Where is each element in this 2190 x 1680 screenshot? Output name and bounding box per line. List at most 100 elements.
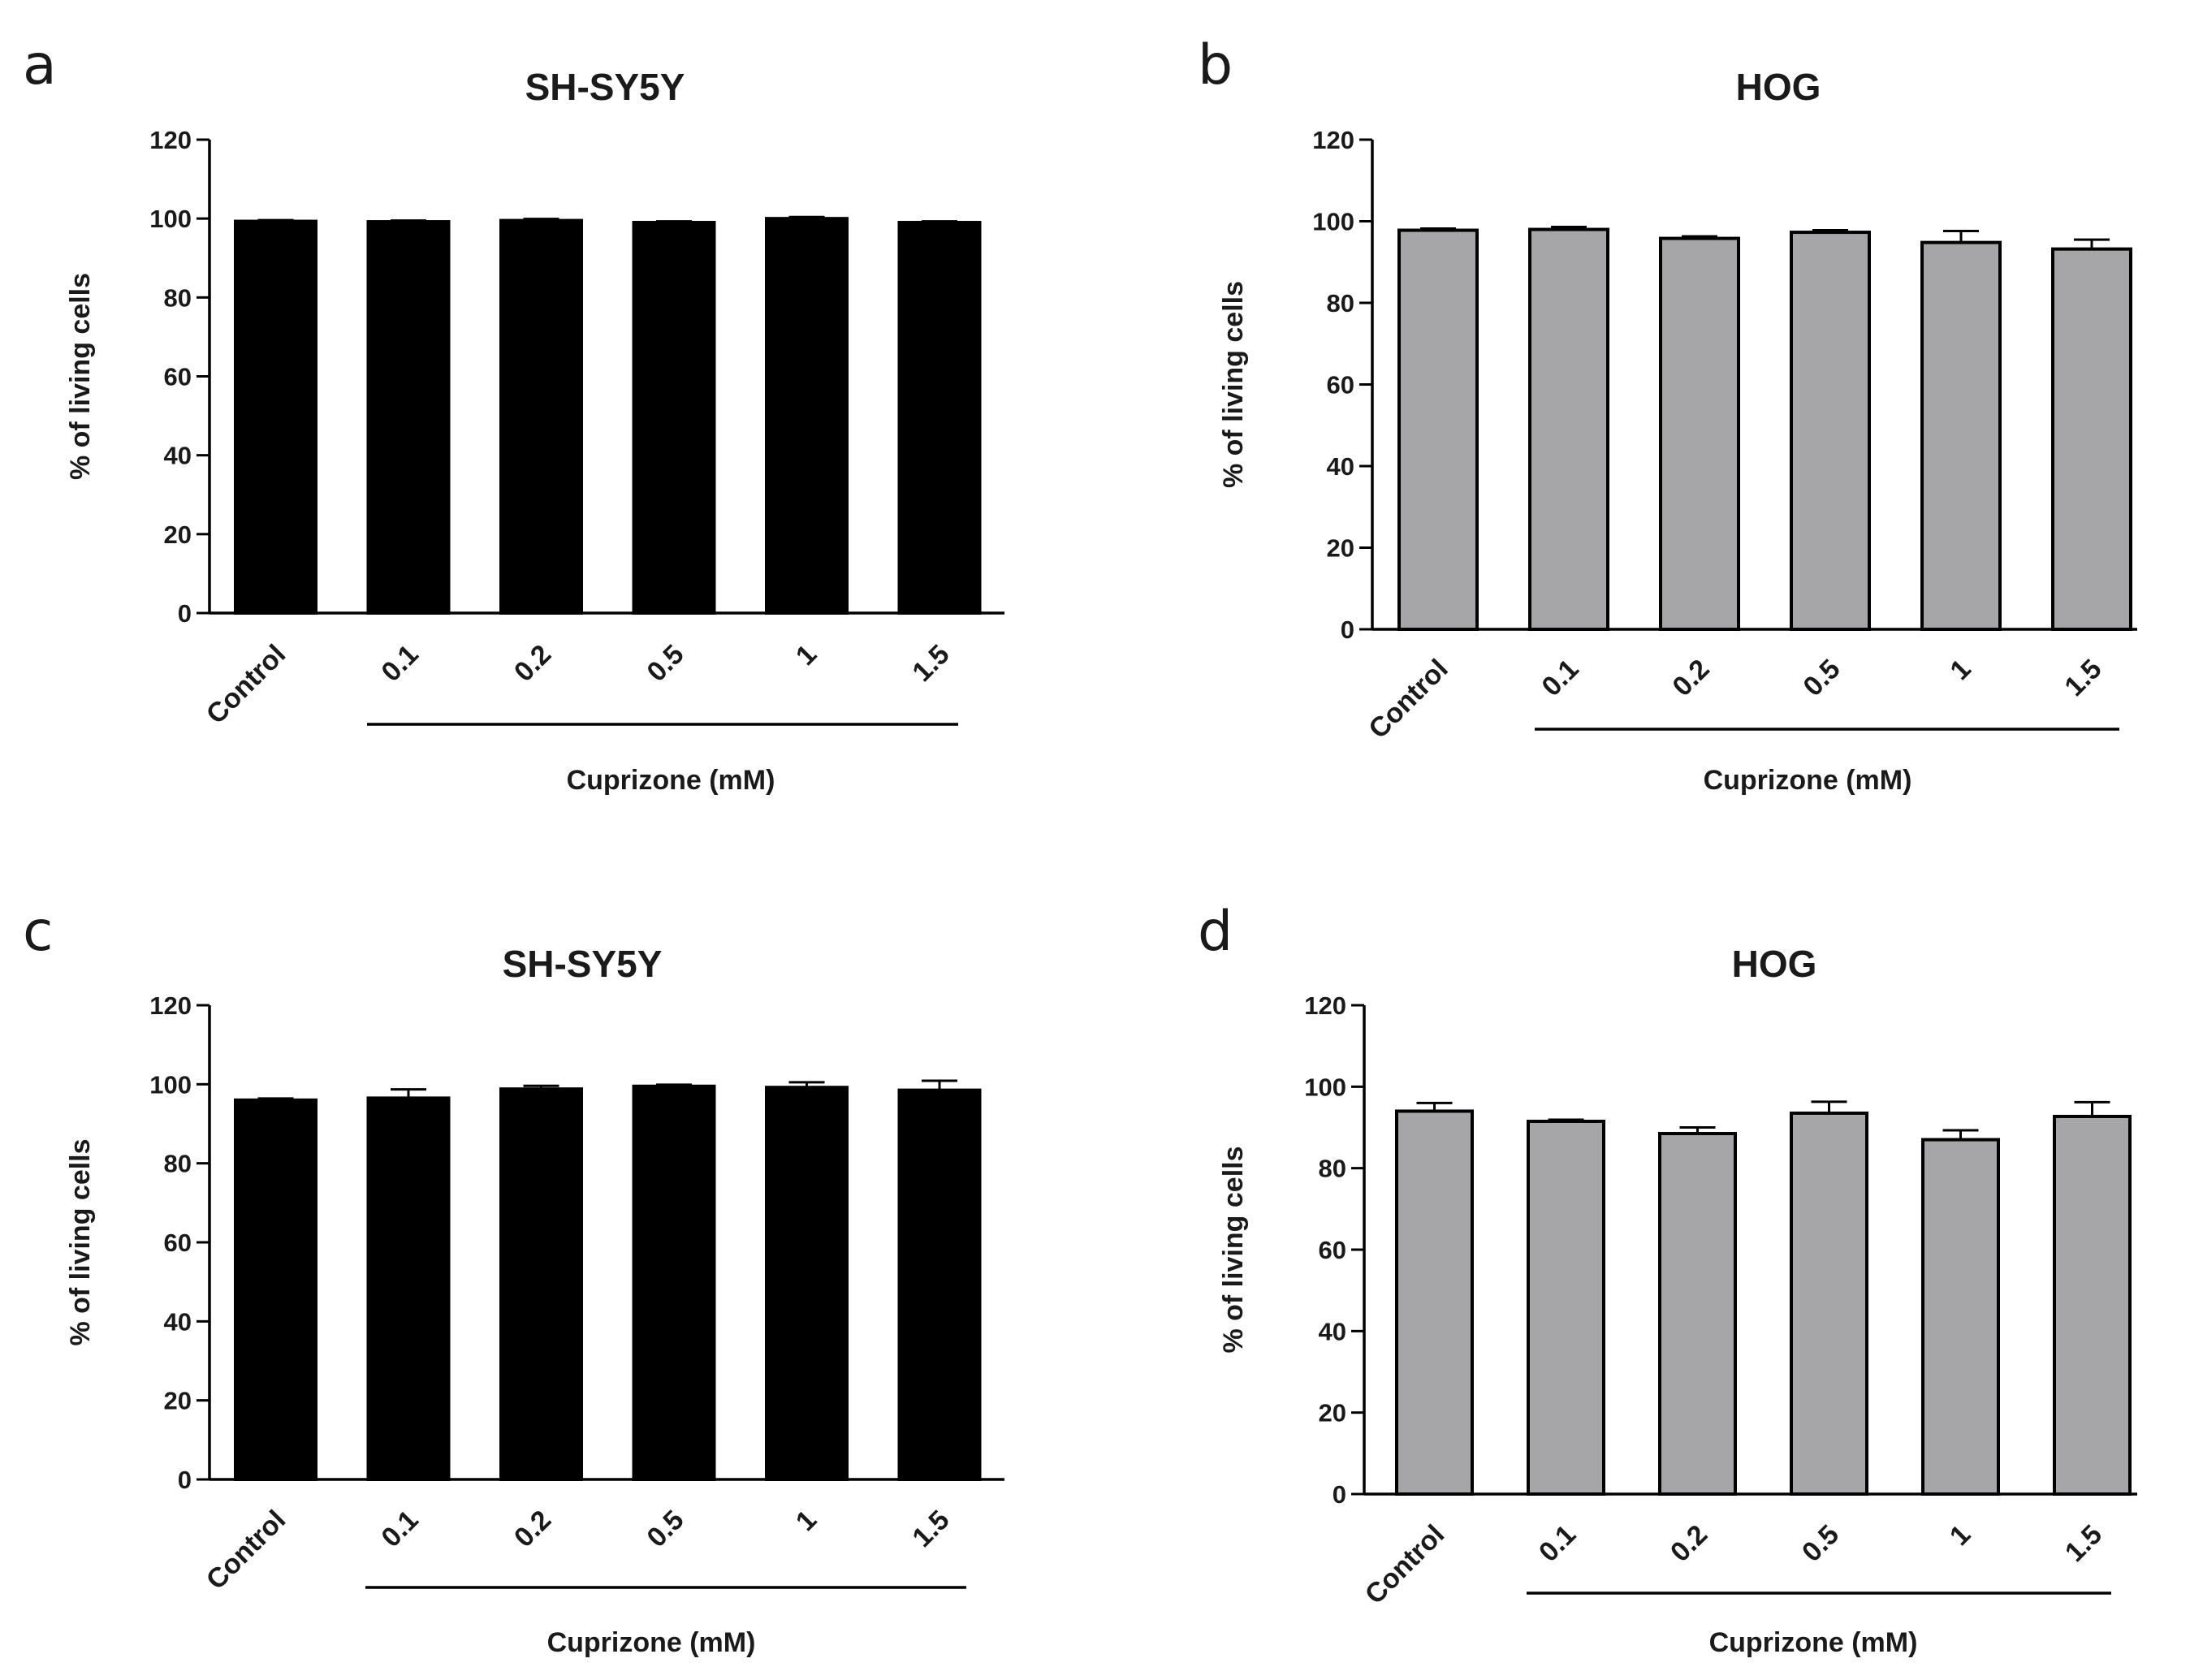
x-tick-label: Control [201,639,292,730]
y-tick-label: 80 [164,1150,192,1178]
y-axis-title: % of living cells [1218,281,1249,488]
error-bar-0.5 [1812,229,1848,233]
x-tick-label: Control [201,1505,292,1596]
chart-title: SH-SY5Y [525,66,685,108]
y-tick-label: 20 [164,1387,192,1415]
bar-1 [765,1086,849,1482]
y-tick-label: 40 [164,1307,192,1336]
x-tick-label: 1.5 [906,639,955,688]
chart-title: HOG [1736,66,1821,108]
error-bar-0.2 [1679,1126,1716,1134]
x-tick-label: 0.1 [1533,1519,1582,1568]
x-tick-label: 0.2 [1665,1519,1713,1568]
y-tick-label: 100 [149,205,192,233]
bar-1.5 [897,1088,982,1481]
x-tick-label: 1 [790,1505,823,1537]
bar-0.5 [1790,1111,1868,1496]
error-bar-1.5 [2074,238,2110,249]
bar-0.2 [499,218,583,615]
x-axis-title: Cuprizone (mM) [547,1627,756,1658]
bar-1 [1920,240,2002,631]
y-tick-label: 80 [164,283,192,312]
y-axis-title: % of living cells [1218,1146,1249,1353]
chart-panel-d: d HOG Control 0.1 0.2 0.5 1 1.5 0 20 40 60 80 100 120%… [1198,900,2137,1658]
bar-Control [1395,1109,1474,1496]
y-tick-label: 40 [1319,1317,1346,1345]
x-tick-label: 0.1 [375,1505,424,1553]
y-tick-label: 60 [1319,1236,1346,1264]
error-bar-0.1 [1551,226,1587,230]
panel-letter: c [23,900,53,964]
bar-0.5 [632,1084,716,1482]
y-axis-title: % of living cells [65,273,96,480]
y-tick-label: 20 [1319,1399,1346,1427]
bar-0.1 [1527,1119,1605,1496]
error-bar-0.2 [1682,235,1717,239]
x-tick-label: 1 [1944,1519,1976,1552]
y-tick-label: 60 [164,1229,192,1257]
x-tick-label: 1.5 [906,1505,955,1553]
x-tick-label: 0.1 [1536,654,1584,702]
bar-0.5 [632,221,716,615]
error-bar-Control [257,218,294,222]
bar-Control [234,219,317,615]
error-bar-1 [1942,1129,1979,1140]
x-axis-title: Cuprizone (mM) [1709,1627,1918,1658]
bar-0.2 [1659,236,1740,631]
error-bar-Control [257,1097,294,1100]
error-bar-Control [1416,1101,1453,1112]
error-bar-0.5 [656,1083,692,1086]
bar-Control [1397,228,1479,631]
chart-panel-a: a SH-SY5Y Control 0.1 0.2 0.5 1 1.5 0 20 40 60 80 100… [23,33,1004,796]
error-bar-1.5 [922,1079,957,1090]
bar-1.5 [2053,1114,2132,1496]
bar-1 [765,217,849,615]
error-bar-0.2 [523,1084,559,1090]
y-tick-label: 80 [1319,1155,1346,1183]
x-tick-label: 0.5 [641,1505,689,1553]
y-tick-label: 120 [1312,126,1354,154]
bar-0.1 [366,220,451,615]
bar-0.2 [1658,1132,1737,1496]
chart-title: HOG [1732,943,1817,985]
bar-1.5 [897,221,982,615]
y-tick-label: 20 [1327,534,1354,563]
bar-0.5 [1790,231,1871,631]
x-tick-label: 0.5 [1796,1519,1845,1568]
y-tick-label: 100 [1304,1073,1346,1101]
y-tick-label: 120 [1304,991,1346,1020]
bar-0.1 [366,1096,451,1482]
chart-panel-c: c SH-SY5Y Control 0.1 0.2 0.5 1 1.5 0 20 40 60 80 100… [23,900,1004,1658]
panel-letter: d [1198,900,1233,964]
y-tick-label: 40 [1327,452,1354,481]
x-tick-label: 1 [790,639,823,672]
error-bar-0.5 [1811,1100,1847,1113]
y-tick-label: 0 [178,599,192,628]
y-tick-label: 60 [164,363,192,391]
y-tick-label: 0 [1341,615,1354,644]
x-tick-label: 0.5 [641,639,689,688]
error-bar-0.1 [391,1088,426,1099]
error-bar-0.1 [1548,1118,1584,1121]
x-tick-label: 0.2 [508,639,557,688]
x-axis-title: Cuprizone (mM) [1704,765,1912,796]
x-tick-label: 1.5 [2059,1519,2108,1568]
bar-1.5 [2051,247,2132,631]
x-tick-label: Control [1359,1519,1450,1610]
error-bar-Control [1420,227,1456,231]
bar-0.1 [1528,227,1609,631]
y-tick-label: 120 [149,126,192,154]
y-tick-label: 20 [164,520,192,549]
bar-0.2 [499,1087,583,1481]
chart-title: SH-SY5Y [503,943,663,985]
error-bar-1.5 [2074,1100,2110,1116]
error-bar-0.1 [391,219,426,222]
x-tick-label: 1 [1944,654,1976,686]
error-bar-0.2 [523,218,559,221]
panel-letter: a [23,33,57,97]
error-bar-1 [788,1081,825,1088]
y-tick-label: 0 [178,1466,192,1494]
x-tick-label: 0.5 [1797,654,1846,702]
y-tick-label: 60 [1327,371,1354,399]
